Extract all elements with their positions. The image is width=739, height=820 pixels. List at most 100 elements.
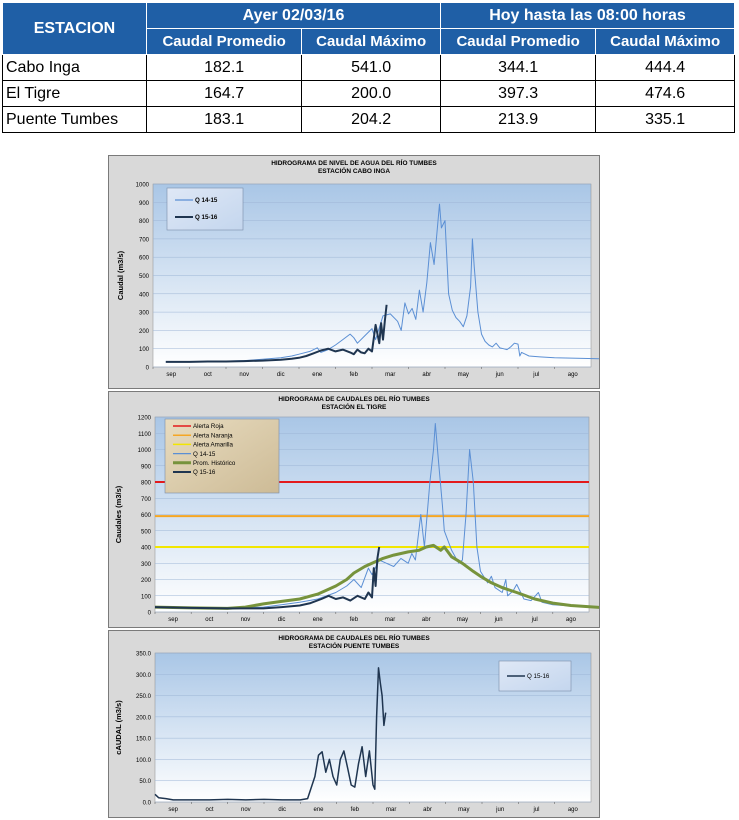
x-tick-label: ago <box>566 617 577 623</box>
y-tick-label: 300 <box>139 311 150 317</box>
x-tick-label: jun <box>495 372 504 378</box>
legend-label: Q 14-15 <box>193 451 216 458</box>
y-tick-label: 600 <box>139 256 150 262</box>
x-tick-label: ene <box>313 617 324 623</box>
x-tick-label: jul <box>532 372 539 378</box>
y-tick-label: 0 <box>148 611 152 617</box>
table-cell: 444.4 <box>595 54 735 81</box>
y-tick-label: 300 <box>141 562 152 568</box>
x-tick-label: jul <box>532 807 539 813</box>
legend-label: Alerta Roja <box>193 423 224 430</box>
y-tick-label: 600 <box>141 513 152 519</box>
chart-title: HIDROGRAMA DE CAUDALES DEL RÍO TUMBES <box>278 394 430 403</box>
y-tick-label: 0.0 <box>143 801 152 807</box>
y-tick-label: 200 <box>139 329 150 335</box>
x-tick-label: mar <box>386 807 396 813</box>
table-cell: 182.1 <box>145 54 303 81</box>
y-tick-label: 900 <box>139 201 150 207</box>
x-tick-label: dic <box>278 807 286 813</box>
hydrograph-el-tigre: HIDROGRAMA DE CAUDALES DEL RÍO TUMBESEST… <box>114 394 599 623</box>
station-header: ESTACION <box>2 2 147 55</box>
x-tick-label: dic <box>277 372 285 378</box>
legend-label: Prom. Histórico <box>193 460 236 467</box>
hydrograph-cabo-inga: HIDROGRAMA DE NIVEL DE AGUA DEL RÍO TUMB… <box>116 158 599 378</box>
y-tick-label: 400 <box>141 546 152 552</box>
y-tick-label: 900 <box>141 464 152 470</box>
legend-label: Q 15-16 <box>527 673 550 680</box>
x-tick-label: jun <box>495 807 504 813</box>
chart-cabo-inga: HIDROGRAMA DE NIVEL DE AGUA DEL RÍO TUMB… <box>108 155 600 389</box>
x-tick-label: abr <box>422 372 431 378</box>
y-tick-label: 700 <box>141 497 152 503</box>
table-cell: 204.2 <box>301 106 441 133</box>
y-tick-label: 500 <box>141 529 152 535</box>
table-cell: 164.7 <box>145 80 303 107</box>
table-cell: 344.1 <box>439 54 597 81</box>
y-tick-label: 400 <box>139 292 150 298</box>
x-tick-label: sep <box>168 617 178 623</box>
y-tick-label: 700 <box>139 237 150 243</box>
y-axis-label: Caudales (m3/s) <box>114 485 123 543</box>
x-tick-label: ago <box>568 807 579 813</box>
x-tick-label: nov <box>241 617 251 623</box>
x-tick-label: mar <box>385 617 395 623</box>
table-row: El Tigre 164.7 200.0 397.3 474.6 <box>2 80 735 107</box>
x-tick-label: jul <box>531 617 538 623</box>
y-tick-label: 100.0 <box>136 758 152 764</box>
table-cell: 335.1 <box>595 106 735 133</box>
series-line <box>165 304 388 363</box>
x-tick-label: abr <box>423 807 432 813</box>
chart-el-tigre: HIDROGRAMA DE CAUDALES DEL RÍO TUMBES EST… <box>108 391 600 628</box>
x-tick-label: ene <box>312 372 323 378</box>
table-cell: 474.6 <box>595 80 735 107</box>
x-tick-label: feb <box>350 617 359 623</box>
chart-puente-tumbes: HIDROGRAMA DE CAUDALES DEL RÍO TUMBES EST… <box>108 630 600 818</box>
x-tick-label: dic <box>278 617 286 623</box>
yesterday-group-header: Ayer 02/03/16 <box>146 2 441 29</box>
x-tick-label: oct <box>205 617 213 623</box>
y-tick-label: 1100 <box>138 432 152 438</box>
y-axis-label: Caudal (m3/s) <box>116 250 125 300</box>
y-tick-label: 200 <box>141 578 152 584</box>
x-tick-label: ene <box>313 807 324 813</box>
y-tick-label: 1200 <box>138 416 152 422</box>
station-name: Puente Tumbes <box>2 106 147 133</box>
legend-label: Alerta Naranja <box>193 432 233 439</box>
chart-subtitle: ESTACIÓN EL TIGRE <box>322 402 387 411</box>
column-header: Caudal Máximo <box>301 28 441 55</box>
series-line <box>154 543 599 610</box>
y-tick-label: 1000 <box>138 448 152 454</box>
column-header: Caudal Máximo <box>595 28 735 55</box>
legend-label: Q 15-16 <box>195 214 218 221</box>
table-row: Puente Tumbes 183.1 204.2 213.9 335.1 <box>2 106 735 133</box>
y-tick-label: 100 <box>139 347 150 353</box>
table-cell: 183.1 <box>145 106 303 133</box>
station-name: Cabo Inga <box>2 54 147 81</box>
table-cell: 200.0 <box>301 80 441 107</box>
y-tick-label: 300.0 <box>136 673 152 679</box>
table-cell: 397.3 <box>439 80 597 107</box>
legend-box <box>166 187 244 231</box>
chart-subtitle: ESTACIÓN PUENTE TUMBES <box>309 641 400 650</box>
table-cell: 541.0 <box>301 54 441 81</box>
legend-box <box>164 418 280 494</box>
x-tick-label: sep <box>166 372 176 378</box>
flow-summary-table: ESTACION Ayer 02/03/16 Hoy hasta las 08:… <box>2 2 736 133</box>
column-header: Caudal Promedio <box>145 28 303 55</box>
x-tick-label: mar <box>385 372 395 378</box>
y-tick-label: 350.0 <box>136 652 152 658</box>
y-tick-label: 250.0 <box>136 694 152 700</box>
today-group-header: Hoy hasta las 08:00 horas <box>439 2 736 29</box>
y-tick-label: 800 <box>141 481 152 487</box>
hydrograph-puente-tumbes: HIDROGRAMA DE CAUDALES DEL RÍO TUMBESEST… <box>114 633 592 813</box>
station-name: El Tigre <box>2 80 147 107</box>
series-line <box>154 667 387 801</box>
y-tick-label: 100 <box>141 594 152 600</box>
y-tick-label: 500 <box>139 274 150 280</box>
x-tick-label: may <box>458 807 469 813</box>
table-cell: 213.9 <box>439 106 597 133</box>
x-tick-label: abr <box>422 617 431 623</box>
x-tick-label: jun <box>494 617 503 623</box>
chart-title: HIDROGRAMA DE CAUDALES DEL RÍO TUMBES <box>278 633 430 642</box>
y-tick-label: 0 <box>146 366 150 372</box>
